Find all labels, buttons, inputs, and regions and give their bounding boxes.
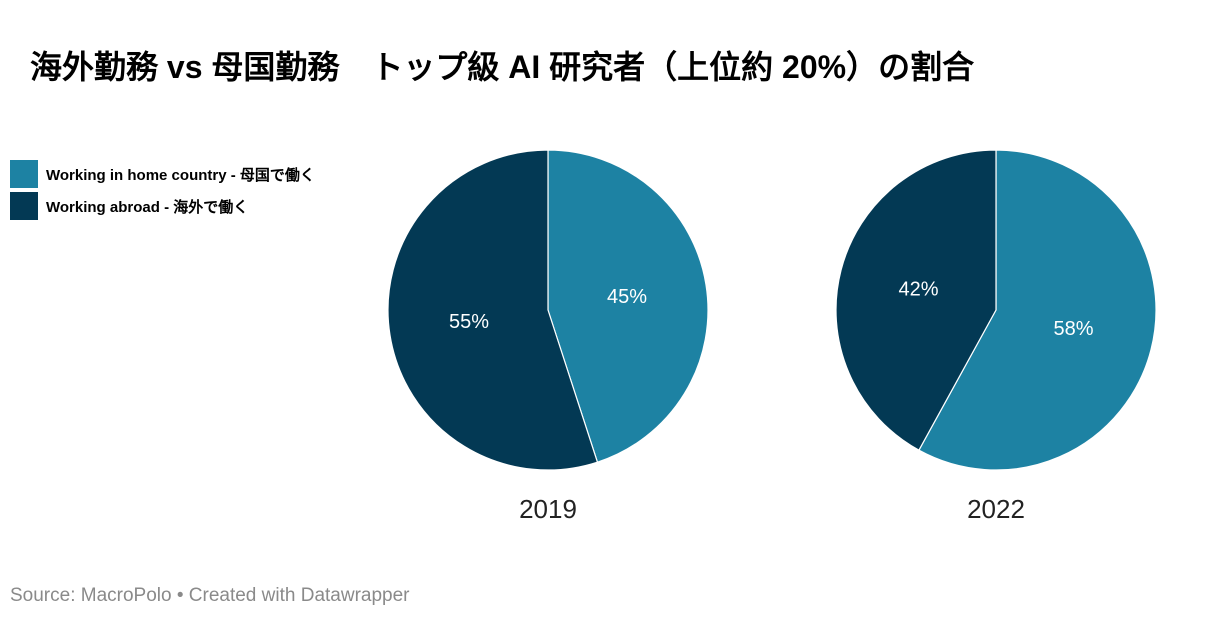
pie-slice-2019-0 (547, 149, 709, 463)
legend-item-abroad: Working abroad - 海外で働く (10, 192, 315, 220)
chart-title: 海外勤務 vs 母国勤務 トップ級 AI 研究者（上位約 20%）の割合 (30, 49, 975, 85)
legend-label-abroad: Working abroad - 海外で働く (46, 198, 249, 216)
legend: Working in home country - 母国で働く Working … (10, 160, 315, 224)
legend-swatch-abroad (10, 192, 38, 220)
legend-item-home: Working in home country - 母国で働く (10, 160, 315, 188)
pie-label-2019-1: 55% (449, 311, 489, 333)
pie-label-2019-0: 45% (607, 286, 647, 308)
source-note: Source: MacroPolo • Created with Datawra… (10, 585, 410, 606)
pie-slice-2022-1 (835, 149, 997, 452)
pie-label-2022-0: 58% (1053, 318, 1093, 340)
pie-title-2019: 2019 (519, 494, 577, 524)
pie-label-2022-1: 42% (898, 278, 938, 300)
pie-slice-2022-0 (918, 149, 1157, 471)
pie-title-2022: 2022 (967, 494, 1025, 524)
legend-label-home: Working in home country - 母国で働く (46, 166, 315, 184)
legend-swatch-home (10, 160, 38, 188)
pie-slice-2019-1 (387, 149, 599, 471)
